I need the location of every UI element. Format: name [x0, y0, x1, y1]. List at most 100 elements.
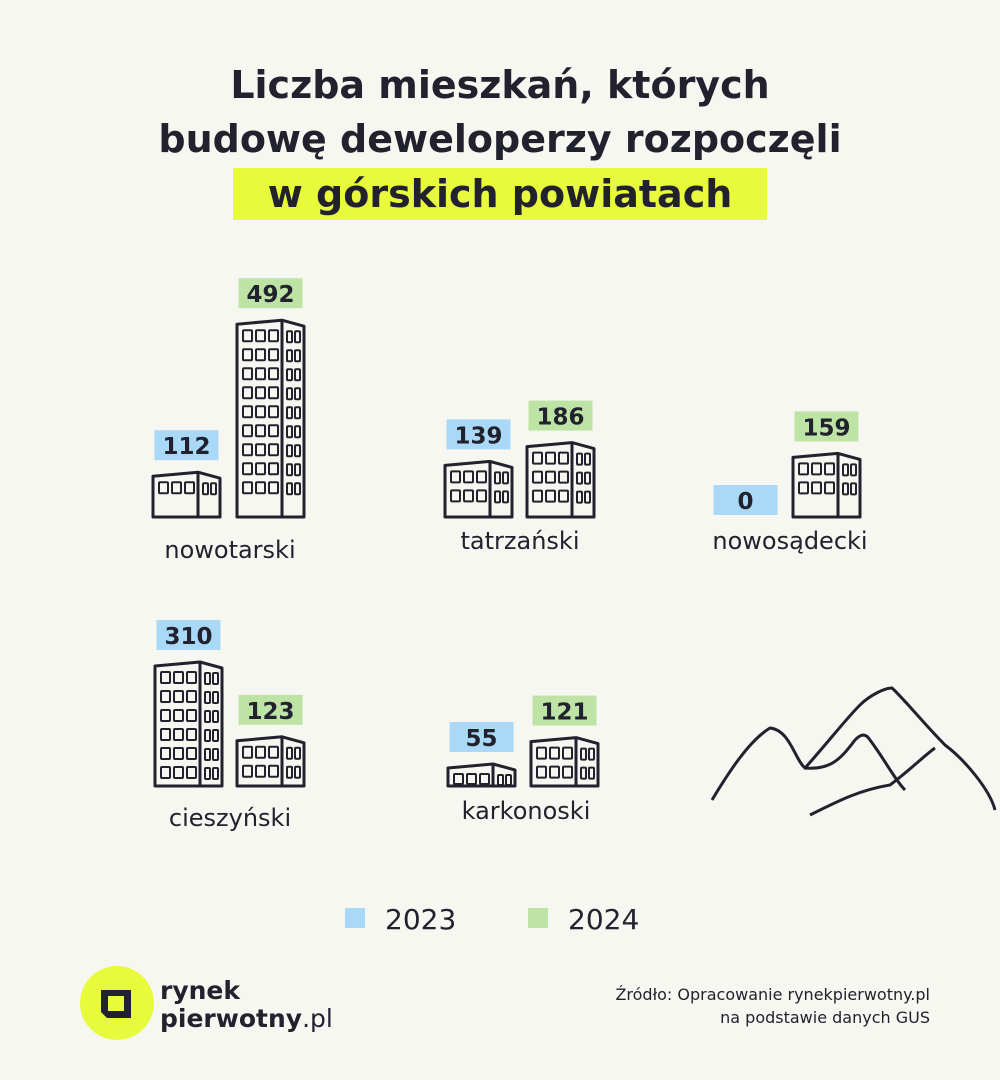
window	[184, 481, 195, 495]
logo-suffix: .pl	[302, 1004, 333, 1033]
window	[494, 490, 501, 504]
value-label: 139	[454, 423, 502, 449]
window	[242, 764, 253, 778]
window	[255, 481, 266, 495]
window	[294, 349, 301, 363]
value-label: 310	[164, 624, 212, 650]
title-line: budowę deweloperzy rozpoczęli	[158, 117, 841, 161]
window	[242, 462, 253, 476]
window	[584, 452, 591, 466]
title-highlight-bg	[233, 168, 767, 220]
window	[204, 691, 211, 704]
window	[173, 690, 184, 703]
window	[255, 348, 266, 362]
window	[268, 745, 279, 759]
window	[850, 482, 857, 496]
window	[549, 765, 560, 779]
value-label-bg	[449, 722, 514, 752]
window	[545, 451, 556, 465]
logo-icon	[101, 990, 131, 1018]
window	[536, 746, 547, 760]
value-label-bg	[238, 694, 303, 725]
window	[242, 424, 253, 438]
window	[268, 443, 279, 457]
window	[497, 774, 504, 786]
window	[294, 482, 301, 496]
window	[171, 481, 182, 495]
window	[268, 481, 279, 495]
window	[798, 462, 809, 476]
window	[562, 746, 573, 760]
window	[532, 451, 543, 465]
window	[255, 745, 266, 759]
window	[286, 463, 293, 477]
value-label: 121	[540, 700, 588, 726]
window	[545, 489, 556, 503]
source: Źródło: Opracowanie rynekpierwotny.pl	[615, 985, 930, 1004]
window	[268, 329, 279, 343]
window	[204, 767, 211, 780]
category-label: nowosądecki	[712, 527, 867, 555]
window	[588, 766, 595, 780]
window	[204, 710, 211, 723]
window	[580, 766, 587, 780]
window	[286, 368, 293, 382]
source: na podstawie danych GUS	[720, 1008, 930, 1027]
value-label-bg	[446, 419, 511, 450]
building-outline	[791, 451, 862, 519]
window	[588, 747, 595, 761]
window	[268, 764, 279, 778]
value-label: 0	[737, 489, 753, 515]
window	[558, 451, 569, 465]
window	[242, 348, 253, 362]
window	[850, 463, 857, 477]
window	[204, 729, 211, 742]
window	[255, 462, 266, 476]
value-label: 159	[802, 415, 850, 441]
window	[255, 367, 266, 381]
window	[268, 405, 279, 419]
value-label-bg	[238, 278, 303, 309]
window	[811, 462, 822, 476]
window	[242, 367, 253, 381]
building	[151, 470, 222, 519]
window	[202, 482, 209, 496]
window	[824, 481, 835, 495]
value-label-bg	[532, 695, 597, 726]
window	[294, 765, 301, 779]
value-label: 112	[162, 434, 210, 460]
window	[576, 471, 583, 485]
window	[212, 672, 219, 685]
building-outline	[153, 660, 224, 788]
window	[160, 690, 171, 703]
window	[502, 471, 509, 485]
window	[286, 425, 293, 439]
window	[286, 482, 293, 496]
window	[584, 471, 591, 485]
window	[160, 747, 171, 760]
window	[476, 489, 487, 503]
building-outline	[235, 735, 306, 788]
window	[294, 444, 301, 458]
window	[294, 387, 301, 401]
window	[294, 746, 301, 760]
window	[286, 349, 293, 363]
category-label: tatrzański	[461, 527, 580, 555]
value-label-bg	[528, 400, 593, 431]
window	[294, 330, 301, 344]
window	[173, 671, 184, 684]
value-label: 55	[465, 726, 497, 752]
building	[153, 660, 224, 788]
window	[558, 489, 569, 503]
window	[160, 766, 171, 779]
window	[549, 746, 560, 760]
window	[160, 709, 171, 722]
logo-text: pierwotny.pl	[160, 1004, 333, 1033]
window	[242, 386, 253, 400]
legend-label: 2023	[385, 903, 456, 936]
window	[532, 470, 543, 484]
window	[268, 386, 279, 400]
window	[842, 463, 849, 477]
window	[505, 774, 512, 786]
logo-circle	[80, 966, 154, 1040]
